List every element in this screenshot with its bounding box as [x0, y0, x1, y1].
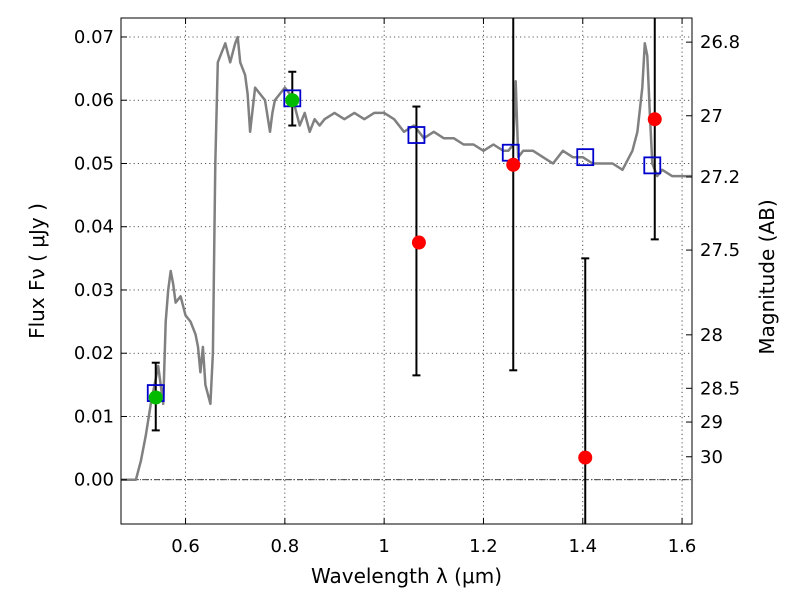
plot-frame [120, 17, 693, 525]
mag-tick-label: 29 [700, 412, 723, 433]
x-tick-label: 1.2 [469, 536, 498, 557]
x-tick-label: 1 [378, 536, 389, 557]
mag-tick-label: 27.2 [700, 167, 740, 188]
model-photometry-square [576, 148, 595, 167]
model-spectrum [121, 35, 692, 481]
y-tick-label: 0.07 [74, 27, 114, 48]
observed-point [506, 157, 521, 172]
y-tick-label: 0.03 [74, 280, 114, 301]
axis-ticks: 0.6 0.8 1 1.2 1.4 1.6 0.00 0.01 0.02 0.03 0.04 0.05… [74, 18, 740, 557]
mag-tick-label: 26.8 [700, 32, 740, 53]
x-tick-label: 0.8 [271, 536, 300, 557]
x-tick-label: 1.6 [668, 536, 697, 557]
model-photometry-markers [146, 89, 662, 402]
y-axis-label: Flux Fν ( μJy ) [25, 203, 49, 339]
spectrum-line [121, 35, 692, 481]
observed-point [578, 450, 593, 465]
mag-tick-label: 28.5 [700, 378, 740, 399]
mag-tick-label: 27 [700, 106, 723, 127]
flux-markers [148, 93, 662, 465]
error-bars [151, 18, 659, 524]
y-tick-label: 0.02 [74, 343, 114, 364]
x-axis-label: Wavelength λ (μm) [311, 564, 502, 588]
right-axis-label: Magnitude (AB) [755, 199, 779, 354]
x-tick-label: 1.4 [568, 536, 597, 557]
observed-point [647, 112, 662, 127]
x-tick-label: 0.6 [171, 536, 200, 557]
model-photometry-square [643, 156, 662, 175]
grid [121, 18, 692, 524]
model-photometry-square [407, 126, 426, 144]
y-tick-label: 0.00 [74, 470, 114, 491]
observed-point [411, 235, 426, 250]
detection-point [148, 390, 163, 405]
axis-labels: Wavelength λ (μm) Flux Fν ( μJy ) Magnitud… [25, 199, 779, 588]
mag-tick-label: 27.5 [700, 240, 740, 261]
detection-point [285, 93, 300, 108]
mag-tick-label: 30 [700, 447, 723, 468]
mag-tick-label: 28 [700, 325, 723, 346]
y-tick-label: 0.06 [74, 90, 114, 111]
y-tick-label: 0.05 [74, 153, 114, 174]
y-tick-label: 0.04 [74, 217, 114, 238]
y-tick-label: 0.01 [74, 406, 114, 427]
